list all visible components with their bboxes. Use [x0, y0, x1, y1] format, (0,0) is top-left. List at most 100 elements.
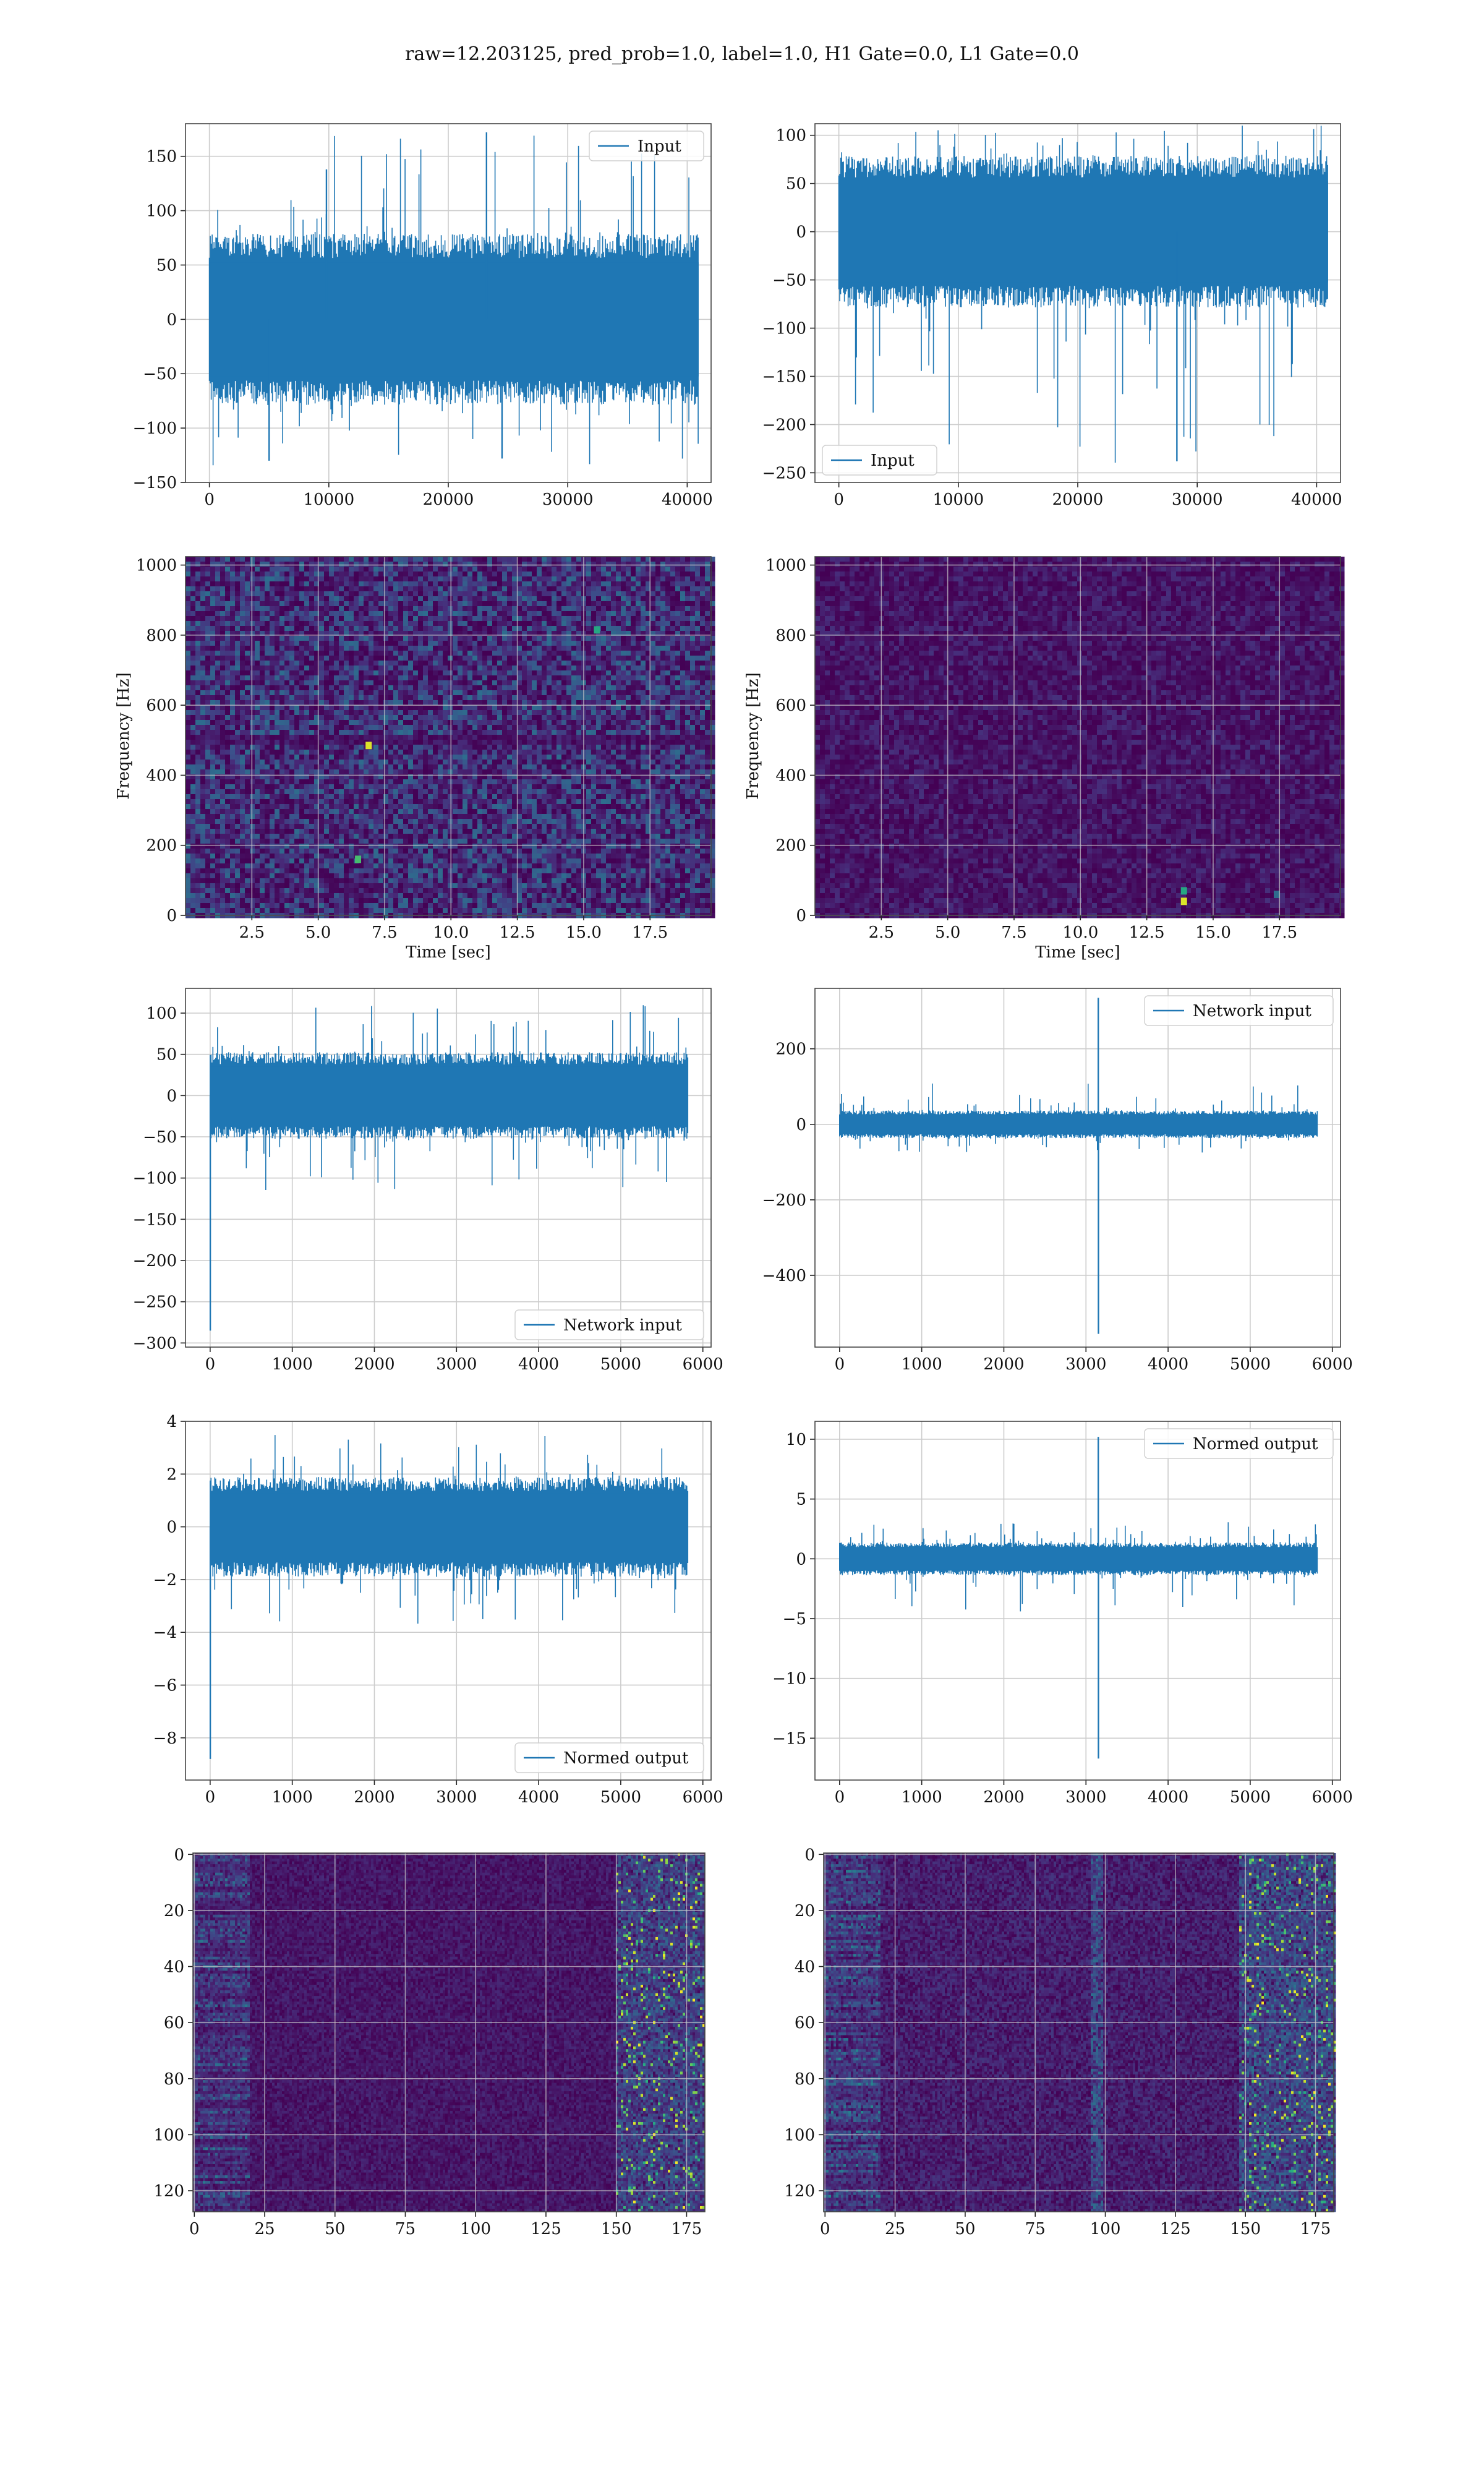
heatmap-hotspot: [1181, 897, 1187, 905]
y-tick-label: −6: [153, 1676, 177, 1695]
x-tick-label: 175: [672, 2220, 702, 2238]
x-tick-label: 5000: [600, 1788, 641, 1807]
x-tick-label: 2000: [983, 1788, 1024, 1807]
x-tick-label: 175: [1300, 2220, 1331, 2238]
x-tick-label: 1000: [272, 1355, 313, 1374]
panel-h1-normed-output: 0 1000 2000 3000 4000 5000 6000−8−6−4−2024Norm…: [153, 1413, 723, 1807]
figure-canvas: 0 10000 20000 30000 40000−150−100−5005010015…: [0, 0, 1484, 2474]
legend: Network input: [1145, 996, 1333, 1025]
y-tick-label: 400: [775, 766, 806, 785]
x-tick-label: 4000: [1148, 1355, 1188, 1374]
x-tick-label: 0: [204, 490, 215, 509]
y-tick-label: 120: [153, 2182, 184, 2201]
y-tick-label: 600: [146, 696, 177, 715]
x-tick-label: 2.5: [869, 923, 894, 942]
y-tick-label: 800: [146, 627, 177, 645]
legend-label: Normed output: [563, 1749, 689, 1768]
y-tick-label: −100: [762, 320, 806, 338]
y-tick-label: −2: [153, 1571, 177, 1590]
series-core: [210, 1067, 688, 1124]
y-tick-label: −150: [133, 474, 177, 492]
y-tick-label: −300: [133, 1334, 177, 1353]
heatmap-cells: [824, 1853, 1336, 2212]
heatmap-hotspot: [365, 742, 372, 749]
panel-h1-input: 0 10000 20000 30000 40000−150−100−5005010015…: [133, 124, 713, 509]
legend-label: Network input: [1193, 1002, 1311, 1021]
y-tick-label: 100: [146, 202, 177, 221]
x-tick-label: 17.5: [632, 923, 668, 942]
x-tick-label: 5000: [600, 1355, 641, 1374]
x-tick-label: 6000: [683, 1355, 723, 1374]
panel-h1-spectrogram: 2.5 5.0 7.5 10.0 12.5 15.0 17.5020040060080010…: [114, 557, 715, 962]
heatmap-cells: [193, 1853, 705, 2212]
y-tick-label: −4: [153, 1624, 177, 1642]
x-tick-label: 100: [460, 2220, 491, 2238]
legend: Normed output: [515, 1743, 704, 1773]
x-tick-label: 17.5: [1261, 923, 1297, 942]
heatmap-hotspot: [355, 855, 361, 863]
x-tick-label: 5000: [1230, 1355, 1271, 1374]
y-tick-label: −50: [772, 272, 806, 290]
x-tick-label: 30000: [542, 490, 594, 509]
x-tick-label: 30000: [1172, 490, 1223, 509]
y-tick-label: 50: [786, 175, 806, 194]
x-tick-label: 6000: [683, 1788, 723, 1807]
y-axis-label: Frequency [Hz]: [114, 672, 133, 800]
x-tick-label: 2.5: [239, 923, 265, 942]
y-tick-label: 80: [164, 2070, 184, 2089]
x-tick-label: 3000: [436, 1788, 477, 1807]
y-tick-label: 150: [146, 148, 177, 166]
x-tick-label: 5.0: [935, 923, 960, 942]
x-tick-label: 10000: [303, 490, 354, 509]
legend: Normed output: [1145, 1429, 1333, 1458]
x-tick-label: 6000: [1312, 1788, 1353, 1807]
x-tick-label: 20000: [1052, 490, 1104, 509]
x-tick-label: 0: [835, 1788, 845, 1807]
legend: Input: [589, 131, 704, 161]
series-core: [840, 1115, 1318, 1134]
y-tick-label: 100: [146, 1004, 177, 1023]
y-tick-label: 0: [174, 1846, 184, 1864]
x-tick-label: 2000: [354, 1355, 394, 1374]
x-tick-label: 0: [189, 2220, 200, 2238]
y-tick-label: −15: [772, 1729, 806, 1748]
x-tick-label: 0: [835, 1355, 845, 1374]
x-tick-label: 1000: [902, 1788, 942, 1807]
y-tick-label: −100: [133, 419, 177, 438]
x-tick-label: 10000: [932, 490, 984, 509]
y-tick-label: 0: [166, 1518, 177, 1537]
y-tick-label: 0: [166, 1087, 177, 1105]
y-tick-label: 60: [795, 2014, 815, 2032]
y-tick-label: 0: [796, 907, 806, 925]
legend-label: Input: [871, 452, 915, 470]
x-tick-label: 1000: [902, 1355, 942, 1374]
x-tick-label: 6000: [1312, 1355, 1353, 1374]
x-tick-label: 15.0: [1195, 923, 1231, 942]
panel-h1-network-input: 0 1000 2000 3000 4000 5000 6000−300−250−200−15…: [133, 988, 723, 1374]
y-tick-label: 200: [146, 837, 177, 855]
x-tick-label: 3000: [1065, 1355, 1106, 1374]
x-tick-label: 2000: [354, 1788, 394, 1807]
legend-label: Network input: [563, 1316, 682, 1335]
x-tick-label: 7.5: [1001, 923, 1026, 942]
series-core: [839, 181, 1328, 283]
heatmap-hotspot: [594, 626, 600, 633]
y-tick-label: −200: [762, 1191, 806, 1210]
y-tick-label: 800: [775, 627, 806, 645]
x-tick-label: 75: [395, 2220, 416, 2238]
x-tick-label: 50: [325, 2220, 345, 2238]
y-tick-label: −8: [153, 1729, 177, 1748]
y-tick-label: 2: [166, 1465, 177, 1484]
y-tick-label: 50: [156, 256, 177, 275]
y-tick-label: 60: [164, 2014, 184, 2032]
x-tick-label: 40000: [662, 490, 713, 509]
y-tick-label: −200: [762, 416, 806, 434]
x-tick-label: 4000: [1148, 1788, 1188, 1807]
x-tick-label: 25: [885, 2220, 905, 2238]
y-tick-label: 20: [795, 1902, 815, 1920]
x-tick-label: 15.0: [566, 923, 602, 942]
x-tick-label: 12.5: [500, 923, 535, 942]
